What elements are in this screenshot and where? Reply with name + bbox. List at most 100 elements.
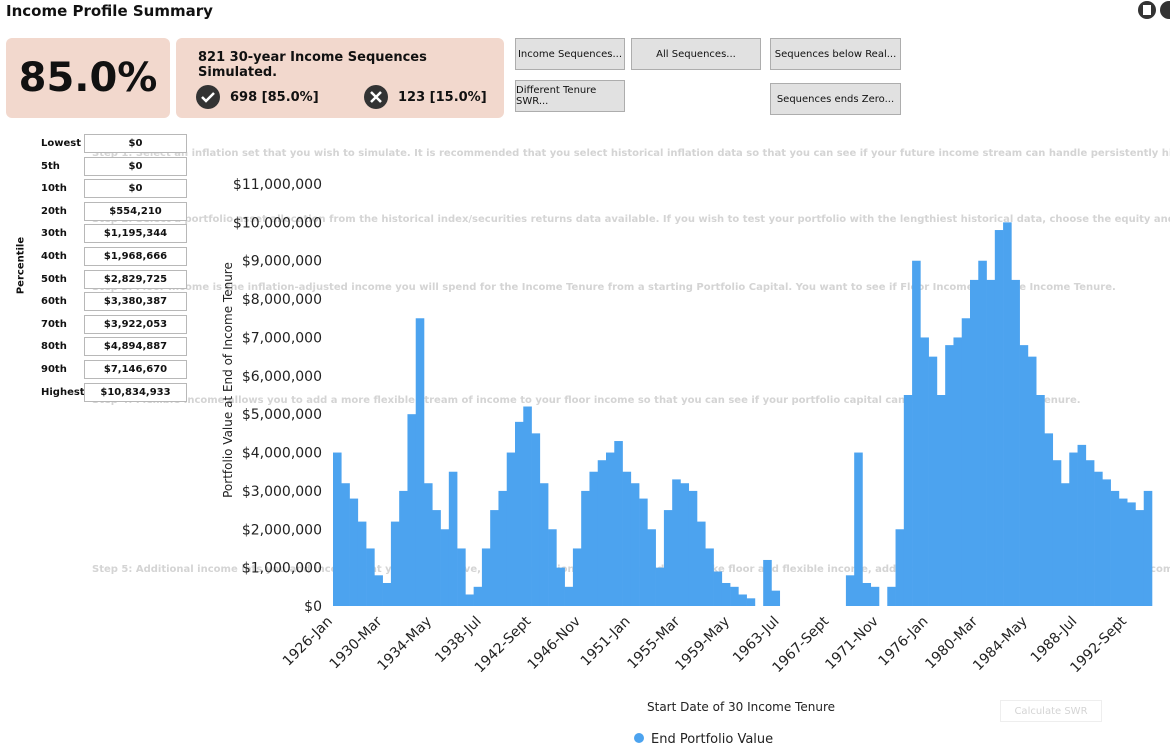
bar xyxy=(912,260,921,606)
bar xyxy=(1019,345,1029,606)
bar xyxy=(1036,395,1045,606)
bar xyxy=(1061,483,1070,606)
bar xyxy=(606,452,615,606)
percentile-value: $3,922,053 xyxy=(84,314,187,334)
bar xyxy=(374,575,383,606)
bar xyxy=(349,498,359,606)
button[interactable]: Different Tenure SWR... xyxy=(515,80,625,112)
bar xyxy=(721,582,731,606)
bar xyxy=(415,318,425,606)
background-text: Step 1: Select an inflation set that you… xyxy=(92,148,1170,159)
percentile-label: 90th xyxy=(41,364,67,375)
bar xyxy=(506,452,516,606)
y-tick-label: $8,000,000 xyxy=(242,292,322,308)
bar xyxy=(399,490,408,606)
bar xyxy=(713,571,723,606)
bar xyxy=(481,548,491,606)
bar xyxy=(473,586,483,606)
bar xyxy=(581,490,590,606)
y-tick-label: $11,000,000 xyxy=(233,177,322,193)
bar xyxy=(1077,444,1087,606)
percentile-axis-label: Percentile xyxy=(15,236,27,295)
bar xyxy=(655,567,665,606)
legend-label: End Portfolio Value xyxy=(651,732,773,747)
toolbar-icons[interactable] xyxy=(1136,0,1170,22)
percentile-value: $4,894,887 xyxy=(84,337,187,357)
bar xyxy=(1127,502,1136,606)
background-text: Step 2: Select a portfolio asset allocat… xyxy=(92,214,1170,225)
success-card: 85.0% xyxy=(6,38,170,118)
bar xyxy=(845,575,855,606)
percentile-value: $0 xyxy=(84,156,187,176)
bar xyxy=(341,483,350,606)
percentile-value: $1,195,344 xyxy=(84,224,187,244)
y-tick-label: $2,000,000 xyxy=(242,522,322,538)
bar xyxy=(333,452,342,606)
bar xyxy=(1044,433,1054,606)
y-tick-label: $5,000,000 xyxy=(242,407,322,423)
bar xyxy=(465,594,474,606)
bar xyxy=(953,337,963,606)
button[interactable]: Sequences ends Zero... xyxy=(770,83,901,115)
x-tick-label: 1946-Nov xyxy=(525,614,584,673)
percentile-label: 50th xyxy=(41,273,67,285)
background-text: Step 3: Floor Income is the inflation-ad… xyxy=(92,282,1116,293)
bar xyxy=(548,529,557,606)
bar xyxy=(936,395,946,606)
legend-marker xyxy=(634,733,644,743)
bar xyxy=(556,567,565,606)
percentile-label: 60th xyxy=(41,296,67,308)
bar xyxy=(531,433,541,606)
bar xyxy=(424,483,433,606)
y-tick-label: $3,000,000 xyxy=(242,484,322,500)
cross-icon xyxy=(364,85,388,109)
bar xyxy=(647,529,656,606)
percentile-value: $0 xyxy=(84,179,187,199)
bar xyxy=(961,318,971,606)
bar xyxy=(903,395,913,606)
bar xyxy=(1135,510,1145,606)
button[interactable]: All Sequences... xyxy=(631,38,761,70)
button[interactable]: Sequences below Real... xyxy=(770,38,901,70)
bar xyxy=(589,471,599,606)
y-tick-label: $9,000,000 xyxy=(242,254,322,270)
bar xyxy=(432,510,441,606)
bar xyxy=(490,510,499,606)
bar xyxy=(771,590,781,606)
bar xyxy=(1027,356,1037,606)
bar xyxy=(390,521,400,606)
x-tick-label: 1988-Jul xyxy=(1028,614,1081,667)
background-text: Step 4: Flexible Income allows you to ad… xyxy=(92,395,1081,406)
bar xyxy=(920,337,929,606)
button[interactable]: Income Sequences... xyxy=(515,38,625,70)
bar xyxy=(1094,471,1103,606)
bar xyxy=(862,582,872,606)
bar xyxy=(366,548,375,606)
bar xyxy=(1052,460,1062,606)
x-axis-title: Start Date of 30 Income Tenure xyxy=(647,700,835,714)
percentile-label: 20th xyxy=(41,205,67,217)
failed-count: 123 [15.0%] xyxy=(398,90,487,105)
percentile-label: 80th xyxy=(41,341,67,353)
bar xyxy=(688,490,698,606)
y-tick-label: $1,000,000 xyxy=(242,561,322,577)
percentile-label: 40th xyxy=(41,251,67,262)
success-rate: 85.0% xyxy=(18,55,158,101)
bar xyxy=(457,548,466,606)
bar xyxy=(738,594,747,606)
bar xyxy=(630,483,640,606)
percentile-value: $10,834,933 xyxy=(84,382,187,402)
bar xyxy=(680,483,690,606)
bar xyxy=(523,406,532,606)
bar xyxy=(697,521,706,606)
percentile-value: $1,968,666 xyxy=(84,247,187,266)
simulated-text: 821 30-year Income Sequences Simulated. xyxy=(198,50,427,80)
percentile-value: $554,210 xyxy=(84,201,187,221)
percentile-label: 70th xyxy=(41,318,67,330)
bar xyxy=(407,414,417,606)
bar xyxy=(539,483,549,606)
bar xyxy=(597,460,607,606)
background-button: Calculate SWR xyxy=(1000,700,1102,722)
